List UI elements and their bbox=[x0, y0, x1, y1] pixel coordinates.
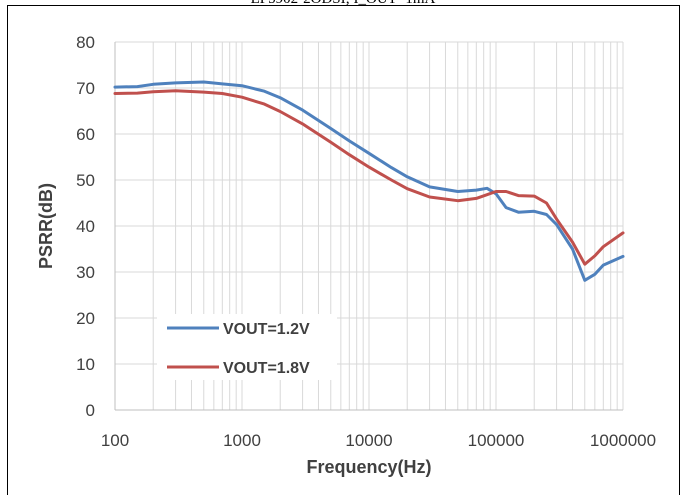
y-tick-label: 80 bbox=[76, 33, 95, 52]
y-tick-label: 20 bbox=[76, 309, 95, 328]
x-tick-label: 10000 bbox=[345, 431, 392, 450]
x-axis-title: Frequency(Hz) bbox=[306, 457, 431, 477]
x-tick-label: 100000 bbox=[468, 431, 525, 450]
legend-label: VOUT=1.8V bbox=[223, 360, 310, 377]
y-tick-label: 10 bbox=[76, 355, 95, 374]
series-line bbox=[113, 80, 625, 282]
series-line bbox=[113, 89, 625, 266]
x-tick-label: 1000 bbox=[223, 431, 261, 450]
y-tick-label: 0 bbox=[86, 401, 95, 420]
y-tick-label: 70 bbox=[76, 79, 95, 98]
legend-box bbox=[157, 314, 337, 380]
y-tick-label: 40 bbox=[76, 217, 95, 236]
y-tick-label: 30 bbox=[76, 263, 95, 282]
legend: VOUT=1.2V VOUT=1.8V bbox=[157, 314, 337, 380]
legend-label: VOUT=1.2V bbox=[223, 321, 310, 338]
y-axis-title: PSRR(dB) bbox=[36, 183, 56, 269]
y-tick-labels: 0 10 20 30 40 50 60 70 80 bbox=[76, 33, 95, 420]
chart-frame bbox=[7, 5, 680, 495]
chart-title: LP5902-2ODSI; I_OUT=1mA bbox=[0, 0, 686, 8]
x-tick-label: 1000000 bbox=[590, 431, 656, 450]
y-tick-label: 60 bbox=[76, 125, 95, 144]
x-tick-labels: 100 1000 10000 100000 1000000 bbox=[101, 431, 656, 450]
series-lines bbox=[113, 80, 625, 282]
x-tick-label: 100 bbox=[101, 431, 129, 450]
y-tick-label: 50 bbox=[76, 171, 95, 190]
